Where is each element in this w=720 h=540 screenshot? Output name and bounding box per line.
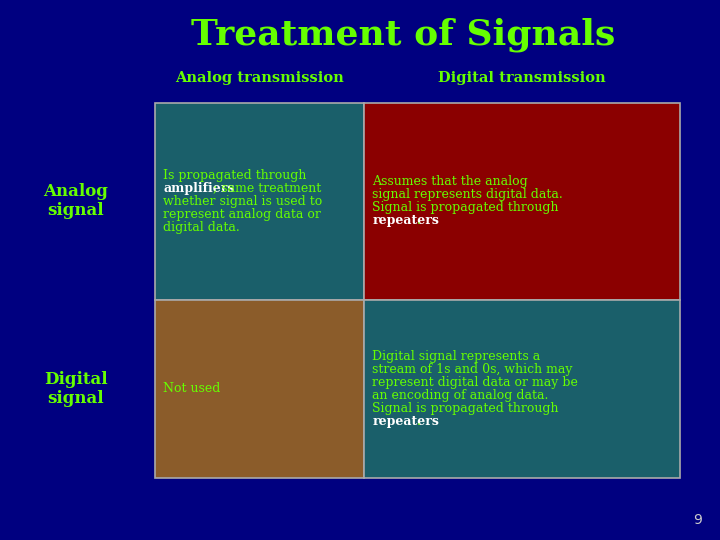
Text: whether signal is used to: whether signal is used to xyxy=(163,194,323,208)
Text: Signal is propagated through: Signal is propagated through xyxy=(372,201,559,214)
Text: Digital transmission: Digital transmission xyxy=(438,71,606,85)
Text: signal represents digital data.: signal represents digital data. xyxy=(372,188,563,201)
Text: .: . xyxy=(417,214,420,227)
Text: ; same treatment: ; same treatment xyxy=(213,181,321,194)
Text: repeaters: repeaters xyxy=(372,415,439,428)
Text: Digital signal represents a: Digital signal represents a xyxy=(372,350,541,363)
Text: stream of 1s and 0s, which may: stream of 1s and 0s, which may xyxy=(372,363,572,376)
Text: repeaters: repeaters xyxy=(372,214,439,227)
Text: .: . xyxy=(417,415,420,428)
Text: Is propagated through: Is propagated through xyxy=(163,168,307,181)
Text: an encoding of analog data.: an encoding of analog data. xyxy=(372,389,549,402)
Text: digital data.: digital data. xyxy=(163,221,240,234)
Bar xyxy=(155,103,364,300)
Bar xyxy=(364,300,680,478)
Bar xyxy=(364,103,680,300)
Text: Assumes that the analog: Assumes that the analog xyxy=(372,175,528,188)
Text: represent analog data or: represent analog data or xyxy=(163,208,321,221)
Text: represent digital data or may be: represent digital data or may be xyxy=(372,376,578,389)
Text: Analog transmission: Analog transmission xyxy=(175,71,343,85)
Text: Signal is propagated through: Signal is propagated through xyxy=(372,402,559,415)
Text: Treatment of Signals: Treatment of Signals xyxy=(191,18,616,52)
Text: 9: 9 xyxy=(693,512,702,526)
Bar xyxy=(155,300,364,478)
Text: amplifiers: amplifiers xyxy=(163,181,235,194)
Text: Not used: Not used xyxy=(163,382,221,395)
Text: Digital
signal: Digital signal xyxy=(44,370,107,407)
Text: Analog
signal: Analog signal xyxy=(43,183,108,219)
